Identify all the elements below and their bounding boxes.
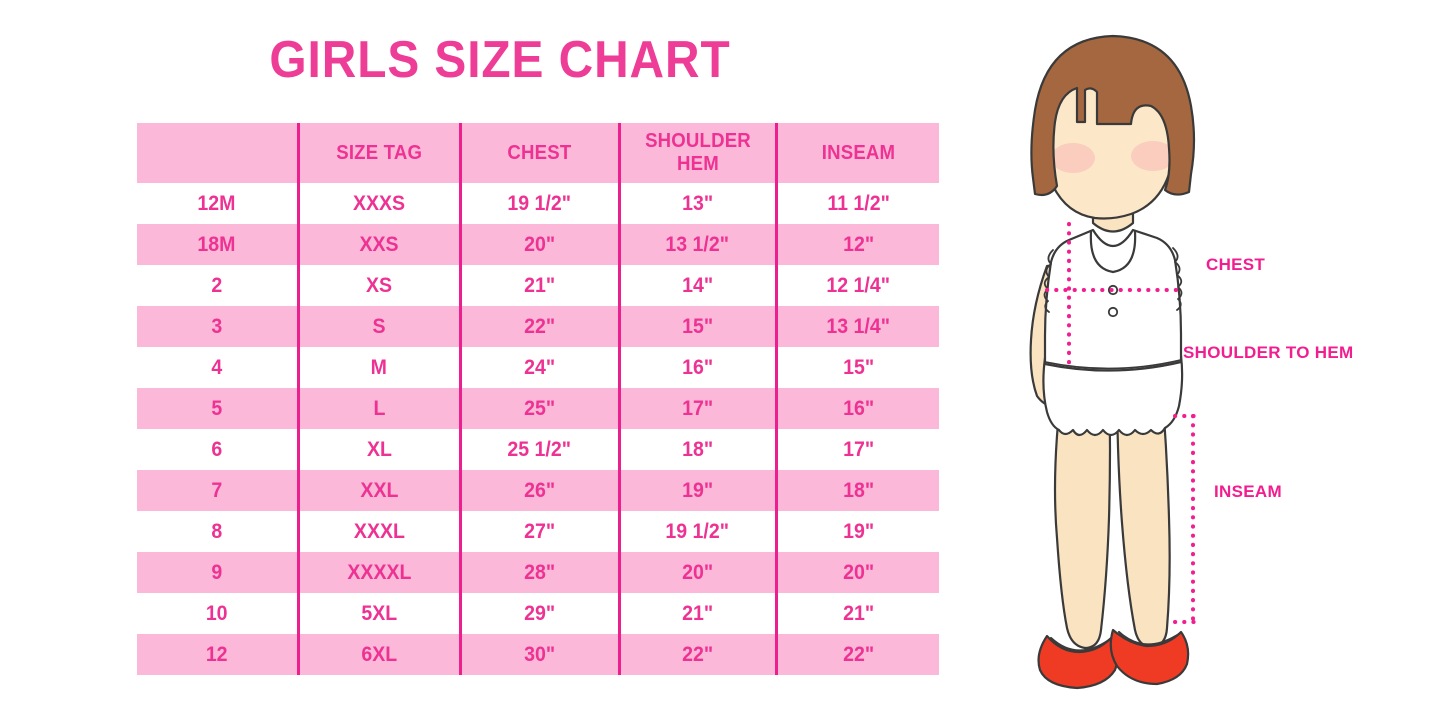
cell-size-tag: L — [298, 388, 462, 429]
column-header-size — [137, 123, 300, 183]
table-row: 12 6XL 30" 22" 22" — [137, 634, 939, 675]
size-chart-table-container: SIZE TAG CHEST SHOULDER HEM INSEAM 12M X… — [137, 123, 939, 675]
cell-shoulder-hem: 20" — [619, 552, 778, 593]
column-header-shoulder-hem: SHOULDER HEM — [619, 123, 778, 183]
cell-shoulder-hem: 14" — [619, 265, 778, 306]
cell-size: 18M — [137, 224, 300, 265]
cell-chest: 21" — [460, 265, 621, 306]
cell-shoulder-hem: 19" — [619, 470, 778, 511]
cell-size: 6 — [137, 429, 300, 470]
table-row: 18M XXS 20" 13 1/2" 12" — [137, 224, 939, 265]
cell-size-tag: XXXXL — [298, 552, 462, 593]
cell-chest: 26" — [460, 470, 621, 511]
cell-inseam: 13 1/4" — [776, 306, 939, 347]
cell-shoulder-hem: 13" — [619, 183, 778, 224]
cell-shoulder-hem: 15" — [619, 306, 778, 347]
cell-size-tag: XL — [298, 429, 462, 470]
cell-chest: 25 1/2" — [460, 429, 621, 470]
cell-shoulder-hem: 22" — [619, 634, 778, 675]
cell-inseam: 12" — [776, 224, 939, 265]
table-row: 4 M 24" 16" 15" — [137, 347, 939, 388]
cell-inseam: 11 1/2" — [776, 183, 939, 224]
cell-size: 9 — [137, 552, 300, 593]
page-title: GIRLS SIZE CHART — [269, 31, 731, 89]
table-row: 12M XXXS 19 1/2" 13" 11 1/2" — [137, 183, 939, 224]
cell-size: 5 — [137, 388, 300, 429]
cell-inseam: 15" — [776, 347, 939, 388]
cell-chest: 24" — [460, 347, 621, 388]
cell-shoulder-hem: 16" — [619, 347, 778, 388]
cell-shoulder-hem: 19 1/2" — [619, 511, 778, 552]
column-header-inseam: INSEAM — [776, 123, 939, 183]
cell-size-tag: 5XL — [298, 593, 462, 634]
cell-inseam: 19" — [776, 511, 939, 552]
cell-size-tag: XXS — [298, 224, 462, 265]
table-row: 8 XXXL 27" 19 1/2" 19" — [137, 511, 939, 552]
cell-size-tag: M — [298, 347, 462, 388]
cell-size: 2 — [137, 265, 300, 306]
cell-size-tag: XXL — [298, 470, 462, 511]
cell-shoulder-hem: 13 1/2" — [619, 224, 778, 265]
table-row: 3 S 22" 15" 13 1/4" — [137, 306, 939, 347]
cell-inseam: 20" — [776, 552, 939, 593]
table-row: 10 5XL 29" 21" 21" — [137, 593, 939, 634]
cell-inseam: 12 1/4" — [776, 265, 939, 306]
cell-size: 4 — [137, 347, 300, 388]
table-row: 5 L 25" 17" 16" — [137, 388, 939, 429]
cell-inseam: 18" — [776, 470, 939, 511]
cell-chest: 28" — [460, 552, 621, 593]
size-chart-table: SIZE TAG CHEST SHOULDER HEM INSEAM 12M X… — [137, 123, 939, 675]
cell-chest: 30" — [460, 634, 621, 675]
annotation-label-shoulder-to-hem: SHOULDER TO HEM — [1183, 343, 1354, 362]
cell-size: 12M — [137, 183, 300, 224]
cell-size-tag: XXXS — [298, 183, 462, 224]
table-row: 2 XS 21" 14" 12 1/4" — [137, 265, 939, 306]
table-row: 7 XXL 26" 19" 18" — [137, 470, 939, 511]
table-header-row: SIZE TAG CHEST SHOULDER HEM INSEAM — [137, 123, 939, 183]
cell-chest: 20" — [460, 224, 621, 265]
cell-chest: 25" — [460, 388, 621, 429]
cell-shoulder-hem: 17" — [619, 388, 778, 429]
cell-size-tag: S — [298, 306, 462, 347]
cell-shoulder-hem: 18" — [619, 429, 778, 470]
girl-figure-illustration — [985, 18, 1445, 718]
cell-chest: 29" — [460, 593, 621, 634]
cell-shoulder-hem: 21" — [619, 593, 778, 634]
cell-inseam: 16" — [776, 388, 939, 429]
column-header-size-tag: SIZE TAG — [298, 123, 462, 183]
table-header: SIZE TAG CHEST SHOULDER HEM INSEAM — [137, 123, 939, 183]
cell-size-tag: XXXL — [298, 511, 462, 552]
cell-size: 3 — [137, 306, 300, 347]
column-header-chest: CHEST — [460, 123, 621, 183]
cell-inseam: 21" — [776, 593, 939, 634]
cell-size: 7 — [137, 470, 300, 511]
cell-size: 8 — [137, 511, 300, 552]
cell-chest: 22" — [460, 306, 621, 347]
cell-inseam: 17" — [776, 429, 939, 470]
cell-size-tag: XS — [298, 265, 462, 306]
cell-size: 12 — [137, 634, 300, 675]
annotation-label-chest: CHEST — [1206, 255, 1266, 274]
cell-chest: 27" — [460, 511, 621, 552]
table-row: 6 XL 25 1/2" 18" 17" — [137, 429, 939, 470]
cell-size: 10 — [137, 593, 300, 634]
cell-chest: 19 1/2" — [460, 183, 621, 224]
annotation-label-inseam: INSEAM — [1214, 482, 1282, 501]
table-body: 12M XXXS 19 1/2" 13" 11 1/2" 18M XXS 20"… — [137, 183, 939, 675]
cell-inseam: 22" — [776, 634, 939, 675]
cell-size-tag: 6XL — [298, 634, 462, 675]
table-row: 9 XXXXL 28" 20" 20" — [137, 552, 939, 593]
